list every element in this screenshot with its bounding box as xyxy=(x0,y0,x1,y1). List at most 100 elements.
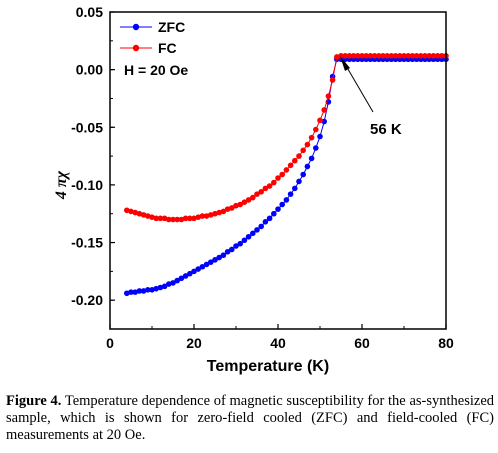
fc-data-point xyxy=(132,209,138,216)
zfc-data-point xyxy=(187,270,193,277)
zfc-data-point xyxy=(275,206,281,212)
zfc-data-point xyxy=(208,259,214,265)
annotation-arrowhead xyxy=(340,56,350,71)
fc-data-point xyxy=(157,215,164,222)
fc-data-point xyxy=(254,191,260,197)
fc-data-point xyxy=(388,53,395,59)
fc-data-point xyxy=(371,53,378,59)
fc-data-point xyxy=(355,53,361,59)
fc-data-point xyxy=(149,214,155,220)
annotation-label: 56 K xyxy=(370,121,402,138)
x-axis-title: Temperature (K) xyxy=(207,358,329,375)
fc-data-point xyxy=(191,215,197,222)
zfc-data-point xyxy=(313,145,319,151)
fc-data-point xyxy=(166,216,172,223)
fc-data-point xyxy=(287,162,294,169)
y-tick-label: -0.10 xyxy=(71,177,103,193)
fc-data-point xyxy=(153,215,159,222)
zfc-data-point xyxy=(161,283,168,290)
fc-data-point xyxy=(325,93,332,99)
fc-data-point xyxy=(208,212,214,218)
fc-data-point xyxy=(178,216,185,223)
field-note: H = 20 Oe xyxy=(124,62,188,78)
x-tick-label: 20 xyxy=(186,335,202,351)
y-tick-label: 0.05 xyxy=(76,4,103,20)
fc-data-point xyxy=(397,53,403,59)
fc-data-point xyxy=(136,210,143,217)
fc-data-point xyxy=(334,54,340,60)
x-tick-label: 40 xyxy=(270,335,286,351)
fc-data-point xyxy=(212,210,218,217)
caption-text: Temperature dependence of magnetic susce… xyxy=(6,393,495,443)
fc-data-point xyxy=(145,213,151,219)
fc-data-point xyxy=(233,202,239,209)
zfc-data-point xyxy=(300,171,307,178)
fc-data-point xyxy=(392,53,399,59)
fc-data-point xyxy=(380,53,386,59)
zfc-data-point xyxy=(132,289,138,295)
zfc-data-point xyxy=(128,289,134,295)
y-tick-label: -0.20 xyxy=(71,292,103,308)
fc-data-point xyxy=(426,53,433,59)
zfc-data-point xyxy=(203,261,210,268)
zfc-data-point xyxy=(157,284,164,291)
x-tick-label: 0 xyxy=(106,335,114,351)
fc-data-point xyxy=(245,197,252,203)
fc-data-point xyxy=(237,201,243,208)
fc-data-point xyxy=(195,214,201,220)
fc-data-point xyxy=(304,141,311,148)
fc-data-point xyxy=(308,134,315,141)
zfc-data-point xyxy=(279,201,286,208)
plot-frame xyxy=(109,11,447,330)
fc-data-point xyxy=(338,53,344,59)
zfc-data-point xyxy=(195,266,201,272)
legend-zfc-label: ZFC xyxy=(158,19,185,35)
zfc-data-point xyxy=(220,252,227,259)
zfc-data-point xyxy=(241,237,248,244)
y-tick-label: -0.05 xyxy=(71,119,103,135)
fc-data-point xyxy=(384,53,391,59)
zfc-data-point xyxy=(166,281,172,287)
fc-data-point xyxy=(413,53,420,59)
y-axis-title: 4 πχ xyxy=(53,170,70,200)
zfc-data-point xyxy=(199,263,206,270)
zfc-data-point xyxy=(124,290,130,297)
fc-data-point xyxy=(283,167,290,173)
fc-data-point xyxy=(363,53,370,59)
zfc-data-point xyxy=(266,215,273,222)
annotation-arrow-line xyxy=(344,63,374,113)
zfc-data-point xyxy=(271,210,277,217)
zfc-data-point xyxy=(229,246,235,253)
fc-data-point xyxy=(321,107,328,113)
fc-data-point xyxy=(279,171,286,178)
x-tick-label: 80 xyxy=(438,335,454,351)
fc-data-point xyxy=(434,53,441,59)
fc-data-point xyxy=(182,215,189,222)
zfc-data-point xyxy=(212,257,218,263)
legend-fc-label: FC xyxy=(158,40,177,56)
fc-data-point xyxy=(296,153,302,159)
fc-data-point xyxy=(216,209,222,216)
y-axis-ticks: 0.05 0.00 -0.05 -0.10 -0.15 -0.20 xyxy=(71,4,115,330)
fc-data-point xyxy=(271,179,277,186)
y-tick-label: 0.00 xyxy=(76,62,103,78)
fc-data-point xyxy=(422,53,428,59)
fc-data-point xyxy=(367,53,374,59)
fc-data-point xyxy=(350,53,357,59)
zfc-data-point xyxy=(237,240,243,247)
fc-data-point xyxy=(418,53,424,59)
zfc-data-point xyxy=(292,185,298,192)
y-tick-label: -0.15 xyxy=(71,235,103,251)
zfc-data-point xyxy=(262,218,269,225)
fc-data-point xyxy=(342,53,349,59)
fc-data-point xyxy=(359,53,365,59)
zfc-data-point xyxy=(145,287,151,293)
fc-data-point xyxy=(224,206,231,212)
fc-data-point xyxy=(329,77,336,83)
fc-data-point xyxy=(241,199,248,205)
zfc-data-point xyxy=(296,178,302,185)
zfc-data-point xyxy=(250,230,256,237)
fc-data-point xyxy=(313,126,319,133)
fc-data-point xyxy=(124,207,130,214)
susceptibility-chart: 0.05 0.00 -0.05 -0.10 -0.15 -0.20 0 20 40 60 80 Z… xyxy=(53,4,454,375)
